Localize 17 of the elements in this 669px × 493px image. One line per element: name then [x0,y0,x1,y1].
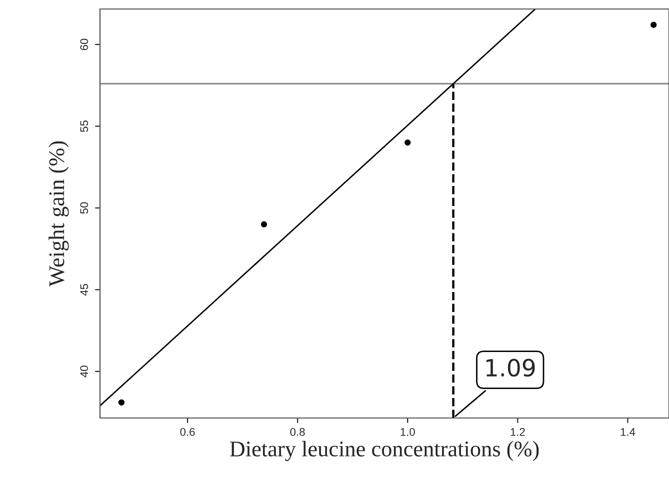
y-axis-title: Weight gain (%) [48,141,69,287]
x-axis-title: Dietary leucine concentrations (%) [230,440,539,462]
y-tick-label: 50 [80,202,88,214]
point [260,221,268,228]
x-tick-label: 0.8 [290,428,305,436]
y-tick-label: 45 [80,284,88,296]
point [118,399,125,406]
x-tick-label: 0.6 [180,428,195,436]
point [404,139,411,146]
point [650,22,657,28]
y-tick-label: 40 [80,366,88,378]
x-tick-label: 1.2 [510,428,525,436]
y-tick-label: 60 [80,38,88,50]
y-tick-label: 55 [80,120,88,132]
x-tick-label: 1.0 [400,428,415,436]
annotation: 1.09 [486,358,535,377]
x-tick-label: 1.4 [620,428,636,436]
